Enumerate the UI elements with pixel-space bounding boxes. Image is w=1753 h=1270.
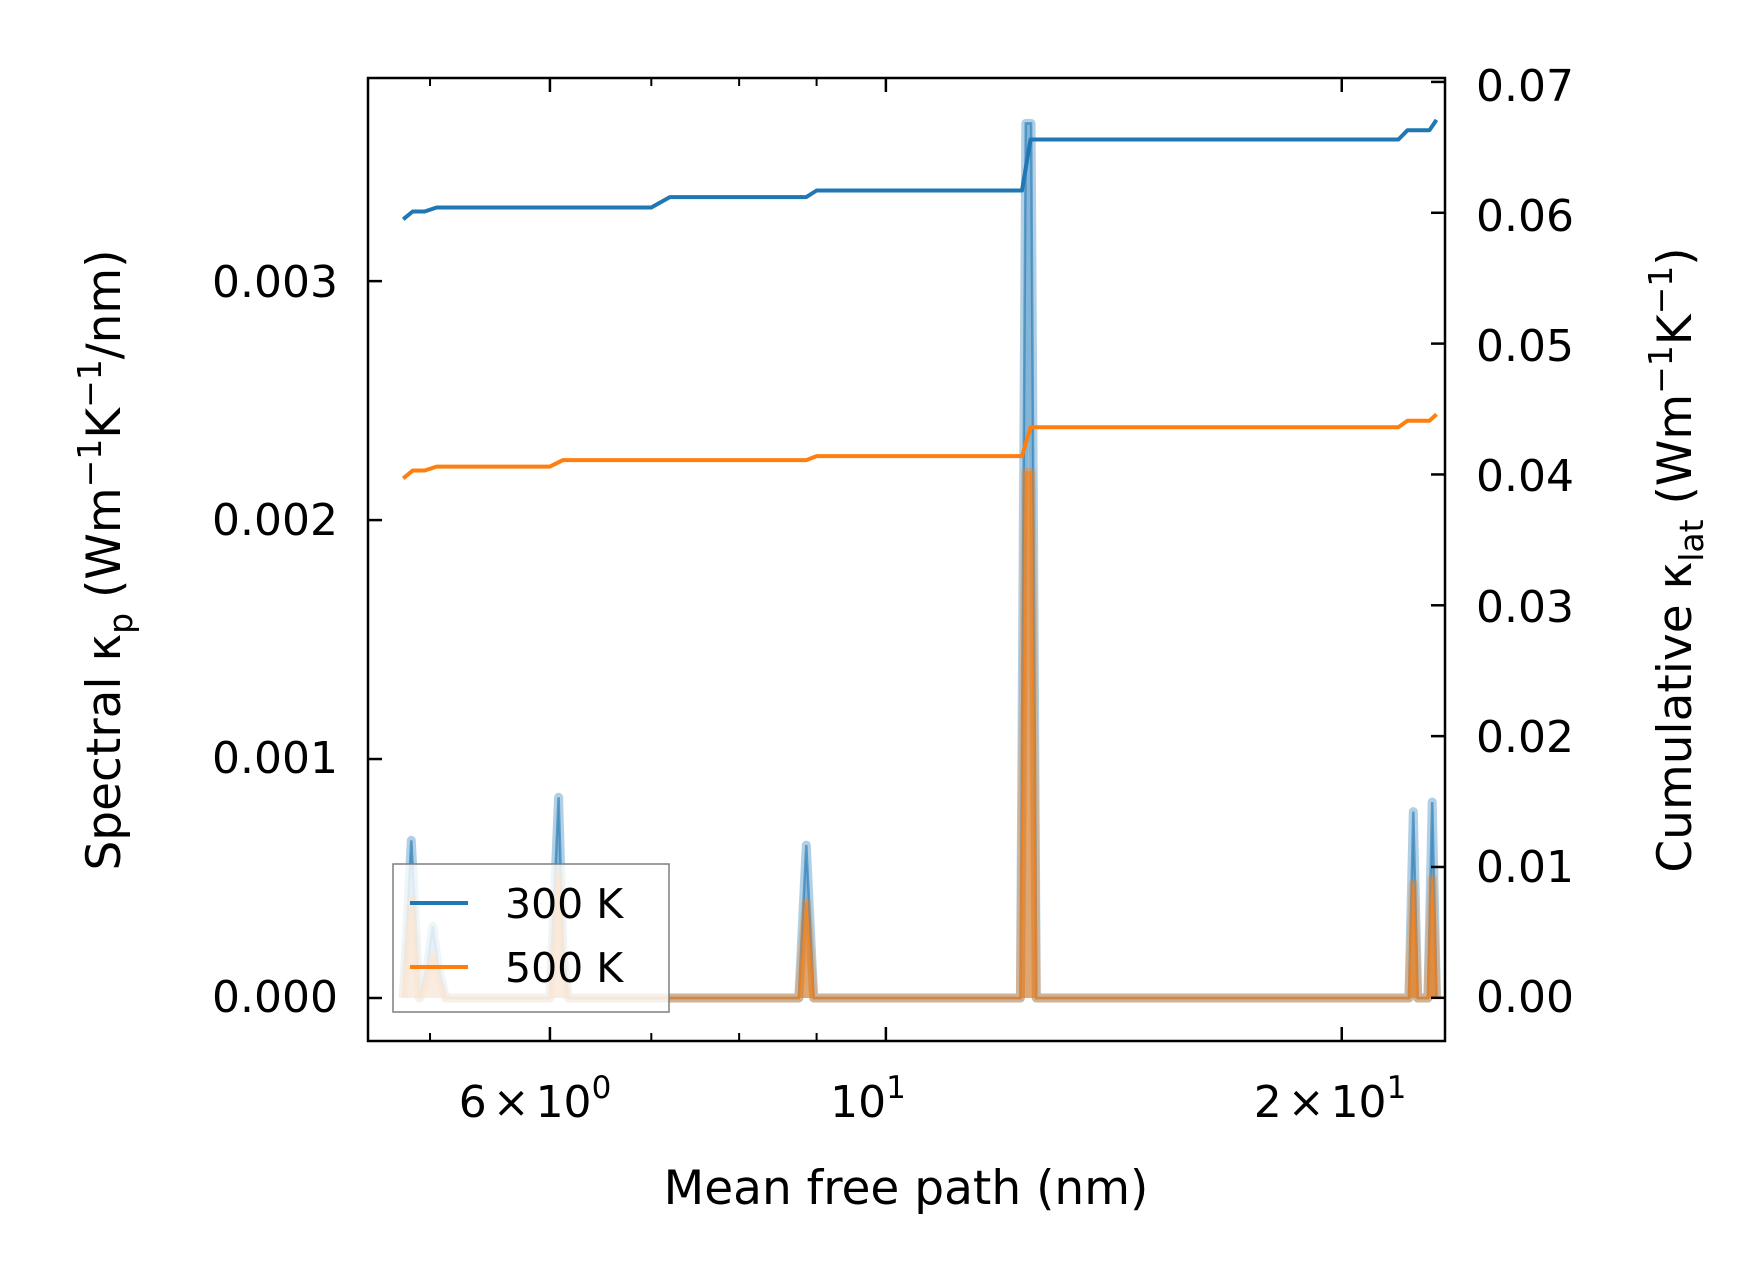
y-left-tick-label-1: 0.001 bbox=[212, 733, 338, 784]
x-tick-label-10: 101 bbox=[830, 1070, 906, 1128]
y-right-tick-label-4: 0.04 bbox=[1476, 451, 1574, 502]
y-left-tick-label-0: 0.000 bbox=[212, 972, 338, 1023]
plot-frame bbox=[366, 76, 1447, 1043]
cumulative-line-300k bbox=[401, 118, 1439, 221]
y-right-axis-title: Cumulative κlat (Wm−1K−1) bbox=[1641, 247, 1711, 872]
y-right-tick-label-0: 0.00 bbox=[1476, 972, 1574, 1023]
legend: 300 K 500 K bbox=[392, 863, 670, 1013]
y-right-tick-label-6: 0.06 bbox=[1476, 191, 1574, 242]
y-left-axis-title: Spectral κp (Wm−1K−1/nm) bbox=[70, 249, 140, 870]
legend-label-300k: 300 K bbox=[505, 880, 624, 928]
cumulative-line-500k bbox=[401, 412, 1438, 480]
x-axis-title: Mean free path (nm) bbox=[664, 1161, 1149, 1216]
y-right-tick-label-7: 0.07 bbox=[1476, 61, 1574, 112]
y-left-tick-label-3: 0.003 bbox=[212, 257, 338, 308]
y-right-tick-label-1: 0.01 bbox=[1476, 842, 1574, 893]
y-left-tick-label-2: 0.002 bbox=[212, 495, 338, 546]
x-tick-label-6: 6 × 100 bbox=[459, 1070, 612, 1128]
cumulative-series-layer bbox=[401, 118, 1439, 480]
legend-frame bbox=[392, 863, 670, 1013]
x-tick-label-20: 2 × 101 bbox=[1254, 1070, 1407, 1128]
y-right-tick-label-2: 0.02 bbox=[1476, 712, 1574, 763]
ticks-layer bbox=[368, 78, 1445, 1041]
y-right-tick-label-5: 0.05 bbox=[1476, 321, 1574, 372]
y-right-tick-label-3: 0.03 bbox=[1476, 582, 1574, 633]
legend-label-500k: 500 K bbox=[505, 944, 624, 992]
